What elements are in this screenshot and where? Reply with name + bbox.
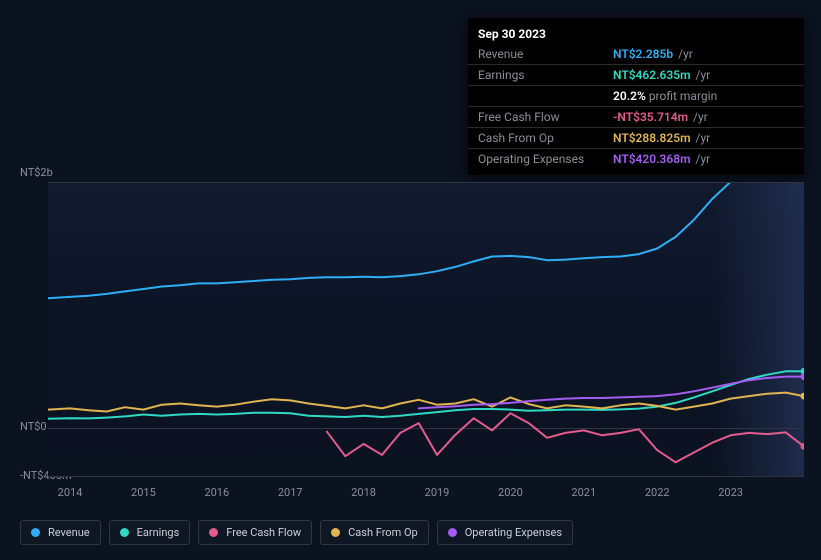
y-axis-label: NT$0 xyxy=(20,420,47,433)
chart-plot-area[interactable] xyxy=(48,182,804,477)
legend-item[interactable]: Earnings xyxy=(109,520,191,545)
x-axis-tick: 2016 xyxy=(204,486,229,499)
legend: Revenue Earnings Free Cash Flow Cash From O… xyxy=(20,520,573,545)
tooltip-value: -NT$35.714m /yr xyxy=(603,107,804,128)
legend-dot-icon xyxy=(331,528,340,537)
legend-dot-icon xyxy=(31,528,40,537)
tooltip-row: Operating ExpensesNT$420.368m /yr xyxy=(468,149,804,170)
x-axis-tick: 2022 xyxy=(645,486,670,499)
tooltip-date: Sep 30 2023 xyxy=(468,24,804,44)
tooltip-key: Operating Expenses xyxy=(468,149,603,170)
tooltip-value: NT$420.368m /yr xyxy=(603,149,804,170)
legend-label: Cash From Op xyxy=(348,526,418,539)
legend-item[interactable]: Operating Expenses xyxy=(437,520,573,545)
legend-label: Earnings xyxy=(137,526,180,539)
x-axis-tick: 2019 xyxy=(425,486,450,499)
tooltip-value: 20.2% profit margin xyxy=(603,86,804,107)
x-axis-tick: 2023 xyxy=(718,486,743,499)
legend-dot-icon xyxy=(209,528,218,537)
legend-item[interactable]: Revenue xyxy=(20,520,101,545)
hover-tooltip: Sep 30 2023 RevenueNT$2.285b /yrEarnings… xyxy=(468,18,804,175)
tooltip-row: 20.2% profit margin xyxy=(468,86,804,107)
x-axis-tick: 2014 xyxy=(58,486,83,499)
tooltip-row: RevenueNT$2.285b /yr xyxy=(468,44,804,65)
series-end-dot xyxy=(801,393,805,400)
x-axis-tick: 2018 xyxy=(351,486,376,499)
tooltip-row: EarningsNT$462.635m /yr xyxy=(468,65,804,86)
legend-label: Free Cash Flow xyxy=(226,526,301,539)
x-axis: 2014 2015 2016 2017 2018 2019 2020 2021 2022 2023 xyxy=(48,486,804,502)
tooltip-value: NT$2.285b /yr xyxy=(603,44,804,65)
tooltip-table: RevenueNT$2.285b /yrEarningsNT$462.635m … xyxy=(468,44,804,169)
legend-dot-icon xyxy=(120,528,129,537)
tooltip-key: Earnings xyxy=(468,65,603,86)
tooltip-value: NT$462.635m /yr xyxy=(603,65,804,86)
x-axis-tick: 2017 xyxy=(278,486,303,499)
legend-label: Operating Expenses xyxy=(465,526,562,539)
tooltip-key: Free Cash Flow xyxy=(468,107,603,128)
x-axis-tick: 2015 xyxy=(131,486,156,499)
x-axis-tick: 2020 xyxy=(498,486,523,499)
legend-item[interactable]: Cash From Op xyxy=(320,520,429,545)
x-axis-tick: 2021 xyxy=(571,486,596,499)
series-end-dot xyxy=(801,373,805,380)
tooltip-key: Revenue xyxy=(468,44,603,65)
tooltip-row: Cash From OpNT$288.825m /yr xyxy=(468,128,804,149)
series-line xyxy=(48,183,804,298)
legend-label: Revenue xyxy=(48,526,90,539)
chart-lines-svg xyxy=(48,183,804,477)
series-line xyxy=(419,377,804,409)
tooltip-row: Free Cash Flow-NT$35.714m /yr xyxy=(468,107,804,128)
tooltip-key: Cash From Op xyxy=(468,128,603,149)
chart-container: Sep 30 2023 RevenueNT$2.285b /yrEarnings… xyxy=(0,0,821,560)
tooltip-key xyxy=(468,86,603,107)
series-line xyxy=(48,371,804,419)
tooltip-value: NT$288.825m /yr xyxy=(603,128,804,149)
legend-dot-icon xyxy=(448,528,457,537)
series-line xyxy=(327,413,804,462)
legend-item[interactable]: Free Cash Flow xyxy=(198,520,312,545)
y-axis-label: NT$2b xyxy=(20,166,53,179)
